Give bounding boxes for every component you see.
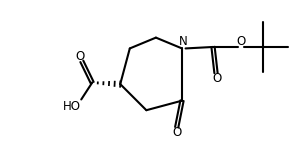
Text: O: O xyxy=(172,126,181,139)
Text: N: N xyxy=(179,35,188,48)
Text: O: O xyxy=(236,35,246,48)
Text: HO: HO xyxy=(62,100,80,113)
Text: O: O xyxy=(213,72,222,85)
Text: O: O xyxy=(76,50,85,62)
